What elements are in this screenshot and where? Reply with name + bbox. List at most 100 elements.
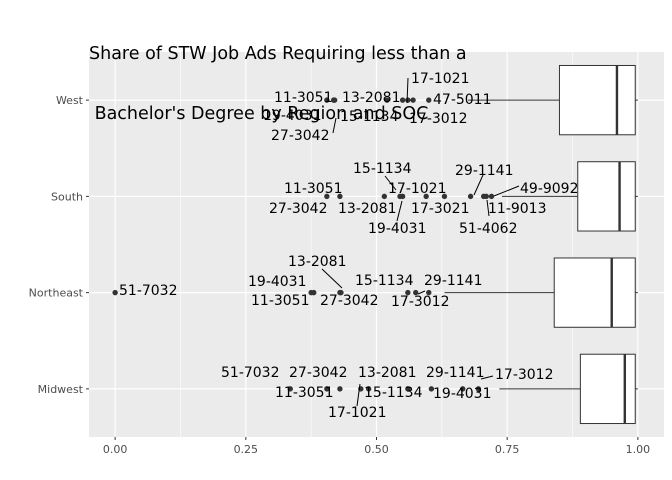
outlier-point bbox=[460, 386, 466, 392]
x-tick-label: 1.00 bbox=[626, 443, 651, 456]
outlier-point bbox=[112, 289, 118, 296]
outlier-point bbox=[384, 97, 390, 103]
outlier-label: 15-1134 bbox=[364, 385, 423, 401]
outlier-label: 17-3012 bbox=[409, 111, 468, 127]
x-axis: 0.00 0.25 0.50 0.75 1.00 bbox=[103, 437, 650, 456]
outlier-label: 51-7032 bbox=[221, 365, 280, 381]
outlier-label: 13-2081 bbox=[358, 365, 417, 381]
outlier-label: 51-4062 bbox=[459, 221, 518, 237]
leader-line bbox=[384, 175, 397, 191]
outlier-label: 11-3051 bbox=[284, 181, 343, 197]
outlier-label: 19-4031 bbox=[433, 386, 492, 402]
y-tick-label: Midwest bbox=[38, 383, 84, 396]
outlier-label: 11-9013 bbox=[488, 201, 547, 217]
outlier-label: 29-1141 bbox=[424, 273, 483, 289]
y-axis: West South Northeast Midwest bbox=[29, 94, 89, 396]
leader-line bbox=[417, 290, 426, 295]
outlier-point bbox=[467, 193, 474, 200]
outlier-point bbox=[475, 386, 482, 392]
outlier-point bbox=[324, 193, 330, 200]
outlier-label: 15-1134 bbox=[340, 109, 399, 125]
leader-line bbox=[396, 200, 403, 222]
x-tick-label: 0.25 bbox=[234, 443, 259, 456]
outlier-point bbox=[405, 386, 411, 392]
outlier-label: 27-3042 bbox=[320, 293, 379, 309]
leader-line bbox=[486, 199, 490, 217]
outlier-labels: 11-3051 19-4031 27-3042 13-2081 15-1134 17-10… bbox=[119, 71, 579, 421]
x-tick-label: 0.75 bbox=[495, 443, 520, 456]
outlier-label: 13-2081 bbox=[342, 90, 401, 106]
outlier-point bbox=[426, 289, 432, 296]
outlier-label: 15-1134 bbox=[355, 273, 414, 289]
chart-title: Share of STW Job Ads Requiring less than… bbox=[89, 4, 467, 144]
outlier-point bbox=[410, 97, 416, 103]
outlier-label: 17-3021 bbox=[411, 201, 470, 217]
outlier-label: 13-2081 bbox=[338, 201, 397, 217]
outlier-point bbox=[311, 289, 317, 296]
outlier-point bbox=[399, 97, 406, 103]
outlier-label: 19-4031 bbox=[248, 274, 307, 290]
box-body bbox=[553, 257, 636, 328]
box-south bbox=[501, 161, 638, 232]
x-tick-label: 0.00 bbox=[103, 443, 128, 456]
outlier-point bbox=[331, 97, 338, 103]
outlier-points bbox=[112, 97, 495, 392]
box-body bbox=[558, 64, 636, 136]
outlier-label: 19-4031 bbox=[368, 221, 427, 237]
leader-line bbox=[321, 268, 343, 289]
y-tick-label: Northeast bbox=[29, 287, 84, 300]
outlier-point bbox=[324, 97, 330, 103]
box-body bbox=[577, 161, 636, 232]
chart-title-line-2: Bachelor's Degree by Region and SOC bbox=[89, 104, 429, 124]
outlier-point bbox=[381, 193, 388, 200]
outlier-label: 13-2081 bbox=[288, 254, 347, 270]
outlier-label: 17-3012 bbox=[495, 367, 554, 383]
leader-line bbox=[493, 185, 520, 197]
x-tick-label: 0.50 bbox=[364, 443, 389, 456]
outlier-label: 29-1141 bbox=[426, 365, 485, 381]
y-tick-label: West bbox=[56, 94, 84, 107]
outlier-point bbox=[399, 193, 406, 200]
outlier-label: 17-1021 bbox=[388, 181, 447, 197]
chart-title-line-1: Share of STW Job Ads Requiring less than… bbox=[89, 44, 467, 64]
box-midwest bbox=[499, 353, 638, 425]
outlier-point bbox=[413, 289, 419, 296]
outlier-label: 29-1141 bbox=[455, 163, 514, 179]
outlier-point bbox=[337, 193, 343, 200]
outlier-point bbox=[423, 193, 429, 200]
outlier-label: 49-9092 bbox=[520, 181, 579, 197]
outlier-point bbox=[428, 386, 435, 392]
outlier-label: 15-1134 bbox=[353, 161, 412, 177]
leader-line bbox=[480, 375, 494, 380]
outlier-label: 27-3042 bbox=[289, 365, 348, 381]
outlier-point bbox=[287, 386, 293, 392]
box-west bbox=[467, 64, 638, 136]
outlier-point bbox=[324, 386, 330, 392]
outlier-label: 11-3051 bbox=[274, 90, 333, 106]
y-tick-label: South bbox=[51, 190, 83, 203]
outlier-point bbox=[405, 289, 411, 296]
leader-line bbox=[332, 117, 337, 134]
outlier-label: 19-4031 bbox=[263, 108, 322, 124]
outlier-point bbox=[483, 193, 489, 200]
outlier-label: 11-3051 bbox=[251, 293, 310, 309]
outlier-point bbox=[441, 193, 448, 200]
outlier-point bbox=[337, 386, 343, 392]
outlier-point bbox=[365, 386, 372, 392]
outlier-label: 17-3012 bbox=[391, 294, 450, 310]
outlier-label: 17-1021 bbox=[328, 405, 387, 421]
outlier-label: 11-3051 bbox=[275, 385, 334, 401]
leader-line bbox=[473, 174, 484, 196]
outlier-label: 47-5011 bbox=[433, 92, 492, 108]
leader-line bbox=[356, 383, 361, 407]
box-northeast bbox=[444, 257, 638, 328]
outlier-label: 17-1021 bbox=[411, 71, 470, 87]
leader-line bbox=[406, 77, 409, 104]
outlier-point bbox=[426, 97, 432, 103]
outlier-label: 27-3042 bbox=[271, 128, 330, 144]
label-leader-lines bbox=[321, 77, 520, 407]
outlier-label: 27-3042 bbox=[269, 201, 328, 217]
outlier-point bbox=[488, 193, 495, 200]
outlier-point bbox=[338, 289, 344, 296]
box-group bbox=[444, 64, 638, 425]
